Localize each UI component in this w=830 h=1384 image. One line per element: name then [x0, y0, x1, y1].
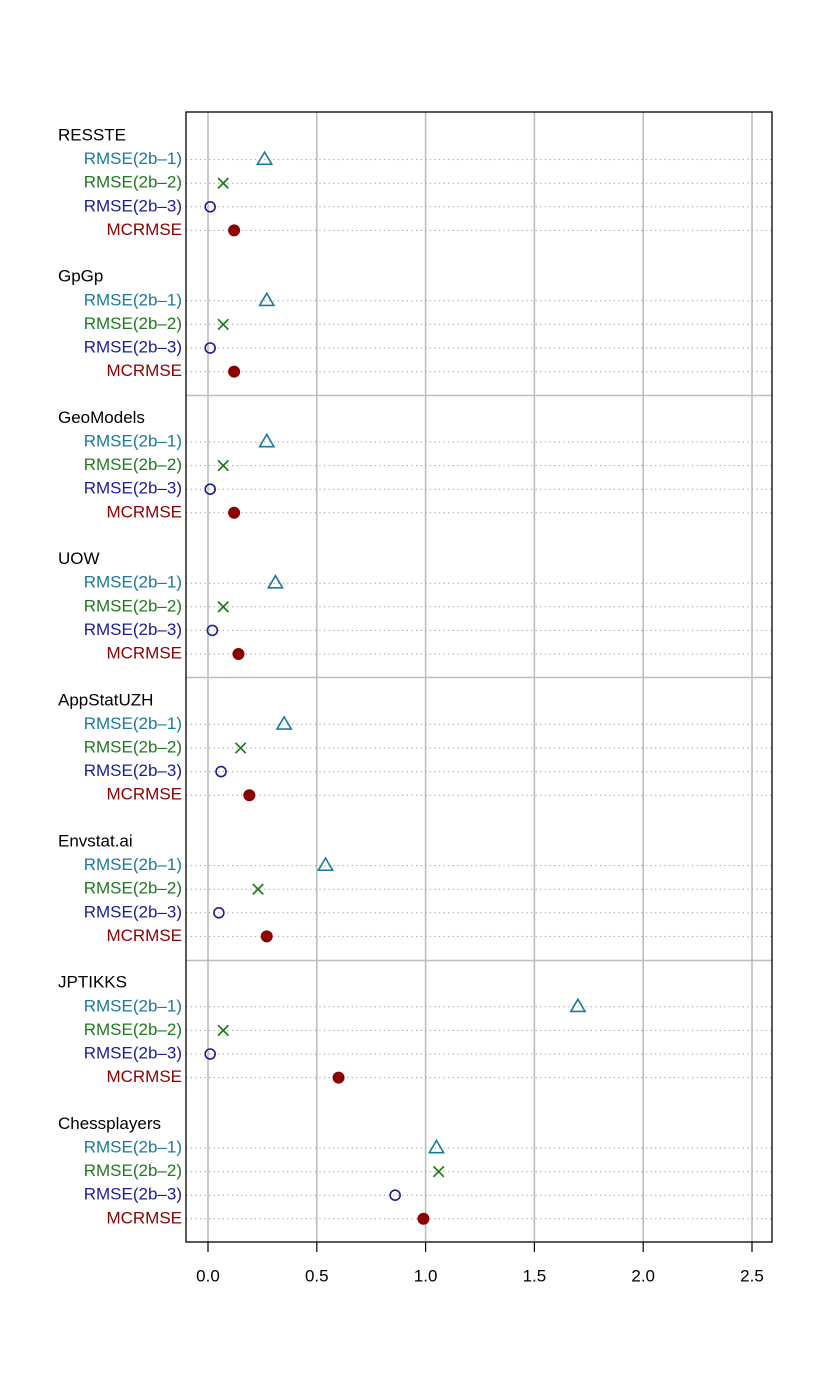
series-label: RMSE(2b–2)	[84, 455, 182, 474]
plot-frame	[185, 111, 773, 1243]
series-label: MCRMSE	[106, 502, 182, 521]
x-tick-label-4: 2.0	[631, 1266, 655, 1285]
series-label: RMSE(2b–1)	[84, 996, 182, 1015]
series-label: RMSE(2b–2)	[84, 1020, 182, 1039]
series-label: RMSE(2b–1)	[84, 855, 182, 874]
point-jptikks-2	[204, 1048, 216, 1060]
point-gpgp-3	[228, 365, 241, 378]
point-envstat-ai-0	[316, 856, 335, 872]
series-label: RMSE(2b–2)	[84, 173, 182, 192]
x-tick-label-2: 1.0	[414, 1266, 438, 1285]
series-label: MCRMSE	[106, 220, 182, 239]
group-label: Envstat.ai	[58, 831, 133, 850]
point-gpgp-2	[204, 342, 216, 354]
series-label: RMSE(2b–1)	[84, 431, 182, 450]
point-appstatuzh-3	[243, 789, 256, 802]
point-chessplayers-2	[389, 1189, 401, 1201]
series-label: MCRMSE	[106, 926, 182, 945]
point-gpgp-1	[217, 318, 230, 331]
series-label: RMSE(2b–1)	[84, 149, 182, 168]
series-label: RMSE(2b–2)	[84, 879, 182, 898]
point-jptikks-1	[217, 1024, 230, 1037]
point-appstatuzh-2	[215, 765, 227, 778]
series-label: RMSE(2b–3)	[84, 620, 182, 639]
point-envstat-ai-1	[252, 883, 264, 896]
series-label: RMSE(2b–2)	[84, 596, 182, 615]
series-label: RMSE(2b–3)	[84, 337, 182, 356]
point-chessplayers-3	[417, 1212, 430, 1225]
point-chessplayers-0	[427, 1138, 446, 1154]
row-labels: RESSTE RMSE(2b–1) RMSE(2b–2) RMSE(2b–3) MCRM…	[58, 125, 182, 1227]
point-gpgp-0	[258, 291, 276, 307]
point-uow-2	[206, 624, 219, 637]
point-geomodels-2	[204, 483, 216, 496]
point-chessplayers-1	[432, 1165, 445, 1178]
point-jptikks-3	[332, 1071, 345, 1084]
row-lines	[186, 159, 772, 1220]
series-label: RMSE(2b–3)	[84, 1043, 182, 1062]
group-label: Chessplayers	[58, 1114, 161, 1133]
series-label: MCRMSE	[106, 785, 182, 804]
point-uow-1	[217, 600, 230, 613]
data-points	[204, 150, 587, 1225]
point-jptikks-0	[569, 997, 587, 1013]
group-label: AppStatUZH	[58, 690, 153, 709]
point-appstatuzh-1	[234, 742, 247, 754]
point-geomodels-0	[258, 432, 276, 448]
x-tick-label-1: 0.5	[305, 1266, 329, 1285]
point-resste-1	[217, 177, 230, 190]
series-label: MCRMSE	[106, 361, 182, 380]
x-tick-label-0: 0.0	[196, 1266, 220, 1285]
series-label: RMSE(2b–3)	[84, 479, 182, 498]
series-label: RMSE(2b–2)	[84, 737, 182, 756]
point-resste-3	[228, 224, 241, 237]
series-label: RMSE(2b–1)	[84, 714, 182, 733]
series-label: RMSE(2b–2)	[84, 314, 182, 333]
group-label: GpGp	[58, 267, 103, 286]
point-uow-0	[266, 574, 284, 589]
point-geomodels-1	[217, 459, 230, 472]
point-appstatuzh-0	[275, 715, 293, 730]
group-label: JPTIKKS	[58, 973, 127, 992]
series-label: RMSE(2b–3)	[84, 902, 182, 921]
grid	[186, 112, 772, 1242]
point-resste-0	[256, 150, 274, 166]
point-envstat-ai-2	[213, 906, 225, 919]
point-envstat-ai-3	[260, 930, 273, 943]
x-tick-label-5: 2.5	[740, 1266, 764, 1285]
x-axis: 0.0 0.5 1.0 1.5 2.0 2.5	[196, 1242, 764, 1285]
point-uow-3	[232, 648, 245, 661]
x-tick-label-3: 1.5	[523, 1266, 547, 1285]
series-label: MCRMSE	[106, 1067, 182, 1086]
series-label: MCRMSE	[106, 643, 182, 662]
group-label: RESSTE	[58, 125, 126, 144]
group-label: UOW	[58, 549, 100, 568]
series-label: RMSE(2b–2)	[84, 1161, 182, 1180]
series-label: RMSE(2b–1)	[84, 1137, 182, 1156]
point-resste-2	[204, 201, 216, 213]
series-label: RMSE(2b–3)	[84, 761, 182, 780]
group-label: GeoModels	[58, 408, 145, 427]
series-label: RMSE(2b–3)	[84, 196, 182, 215]
series-label: MCRMSE	[106, 1208, 182, 1227]
point-geomodels-3	[228, 506, 241, 519]
series-label: RMSE(2b–1)	[84, 573, 182, 592]
series-label: RMSE(2b–3)	[84, 1185, 182, 1204]
series-label: RMSE(2b–1)	[84, 290, 182, 309]
